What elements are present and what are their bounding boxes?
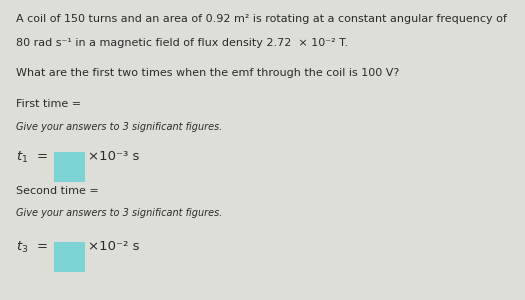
Text: =: = bbox=[37, 150, 48, 163]
Text: $t_3$: $t_3$ bbox=[16, 240, 28, 255]
Text: Give your answers to 3 significant figures.: Give your answers to 3 significant figur… bbox=[16, 122, 222, 131]
Text: A coil of 150 turns and an area of 0.92 m² is rotating at a constant angular fre: A coil of 150 turns and an area of 0.92 … bbox=[16, 14, 507, 23]
Text: Give your answers to 3 significant figures.: Give your answers to 3 significant figur… bbox=[16, 208, 222, 218]
FancyBboxPatch shape bbox=[54, 152, 85, 182]
Text: Second time =: Second time = bbox=[16, 186, 99, 196]
FancyBboxPatch shape bbox=[54, 242, 85, 272]
Text: 80 rad s⁻¹ in a magnetic field of flux density 2.72  × 10⁻² T.: 80 rad s⁻¹ in a magnetic field of flux d… bbox=[16, 38, 348, 47]
Text: What are the first two times when the emf through the coil is 100 V?: What are the first two times when the em… bbox=[16, 68, 399, 77]
Text: ×10⁻² s: ×10⁻² s bbox=[88, 240, 140, 253]
Text: =: = bbox=[37, 240, 48, 253]
Text: First time =: First time = bbox=[16, 99, 81, 109]
Text: $t_1$: $t_1$ bbox=[16, 150, 28, 165]
Text: ×10⁻³ s: ×10⁻³ s bbox=[88, 150, 140, 163]
